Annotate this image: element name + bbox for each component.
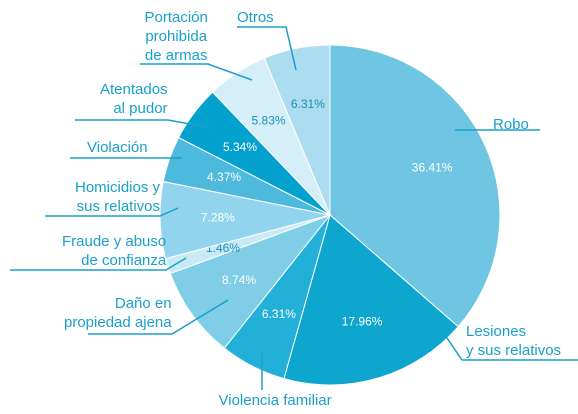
value-label: 4.37%	[207, 170, 241, 184]
value-label: 36.41%	[412, 161, 453, 175]
leader-line	[75, 119, 213, 129]
category-label: Portación prohibida de armas	[144, 9, 208, 64]
category-label: Daño en propiedad ajena	[64, 295, 172, 331]
leader-line	[431, 315, 578, 361]
leader-line	[45, 207, 179, 217]
category-label: Otros	[237, 9, 274, 26]
value-label: 17.96%	[342, 315, 383, 329]
value-label: 5.83%	[252, 113, 286, 127]
value-label: 8.74%	[222, 273, 256, 287]
category-label: Homicidios y sus relativos	[75, 179, 161, 215]
value-label: 6.31%	[262, 307, 296, 321]
pie-slice	[263, 44, 331, 216]
pie-slice	[169, 213, 332, 349]
category-label: Fraude y abuso de confianza	[62, 233, 167, 269]
category-label: Lesiones y sus relativos	[466, 323, 562, 359]
leader-line	[10, 257, 187, 271]
value-label: 5.34%	[223, 140, 257, 154]
pie-slice	[329, 44, 501, 328]
category-label: Atentados al pudor	[100, 81, 168, 117]
leader-line	[237, 26, 297, 71]
leader-line	[140, 63, 253, 81]
value-label: 6.31%	[291, 97, 325, 111]
leader-line	[88, 299, 229, 335]
category-label: Robo	[493, 116, 529, 133]
category-label: Violación	[87, 139, 148, 156]
pie-slice	[283, 214, 459, 386]
category-label: Violencia familiar	[218, 392, 332, 409]
value-label: 7.28%	[201, 211, 235, 225]
